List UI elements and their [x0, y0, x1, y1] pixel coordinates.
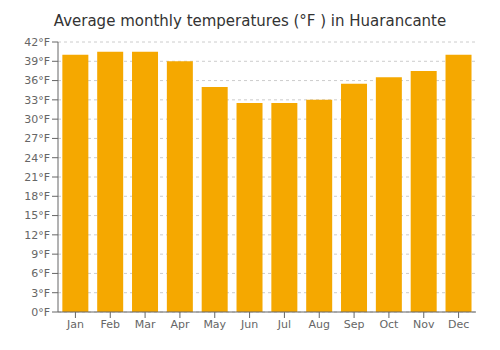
svg-text:Apr: Apr: [170, 318, 190, 331]
svg-text:Oct: Oct: [379, 318, 399, 331]
svg-text:12°F: 12°F: [24, 229, 50, 242]
svg-text:Feb: Feb: [101, 318, 120, 331]
svg-text:18°F: 18°F: [24, 190, 50, 203]
svg-text:Jan: Jan: [66, 318, 84, 331]
svg-text:May: May: [203, 318, 226, 331]
svg-text:9°F: 9°F: [31, 248, 50, 261]
svg-text:Mar: Mar: [135, 318, 156, 331]
svg-text:24°F: 24°F: [24, 152, 50, 165]
svg-text:21°F: 21°F: [24, 171, 50, 184]
svg-text:30°F: 30°F: [24, 113, 50, 126]
html-text:Average monthly temperatures (: Average monthly temperatures (°F ) in Hu…: [53, 12, 447, 30]
svg-text:6°F: 6°F: [31, 267, 50, 280]
svg-text:Sep: Sep: [344, 318, 365, 331]
svg-text:27°F: 27°F: [24, 132, 50, 145]
svg-text:36°F: 36°F: [24, 74, 50, 87]
svg-text:Nov: Nov: [413, 318, 435, 331]
svg-text:Dec: Dec: [448, 318, 469, 331]
svg-text:0°F: 0°F: [31, 306, 50, 319]
svg-text:Aug: Aug: [309, 318, 330, 331]
svg-text:3°F: 3°F: [31, 287, 50, 300]
svg-text:Jul: Jul: [277, 318, 291, 331]
svg-text:39°F: 39°F: [24, 55, 50, 68]
svg-text:33°F: 33°F: [24, 94, 50, 107]
svg-text:42°F: 42°F: [24, 36, 50, 49]
svg-text:Jun: Jun: [240, 318, 258, 331]
svg-text:15°F: 15°F: [24, 209, 50, 222]
